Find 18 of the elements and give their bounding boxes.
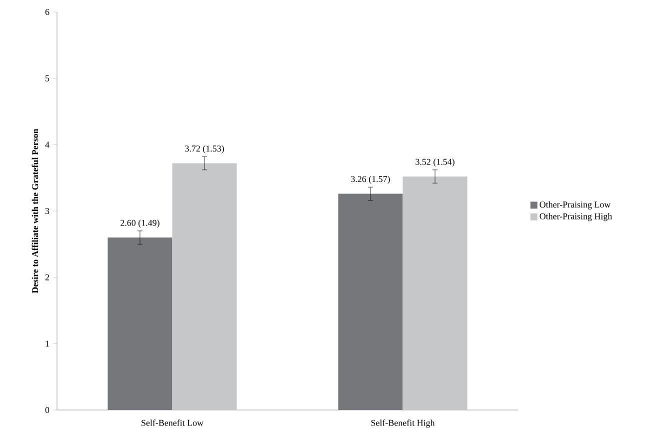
y-tick-label: 4: [45, 142, 50, 148]
data-label: 2.60 (1.49): [120, 220, 160, 228]
legend-label: Other-Praising High: [540, 212, 612, 222]
bar: [172, 163, 237, 410]
y-tick-label: 3: [45, 208, 50, 214]
y-axis-title: Desire to Affiliate with the Grateful Person: [32, 128, 38, 294]
data-label: 3.72 (1.53): [185, 145, 224, 154]
y-tick-label: 5: [46, 75, 50, 82]
x-tick-label: Self-Benefit Low: [142, 420, 204, 426]
y-tick-label: 2: [45, 274, 49, 280]
data-label: 3.26 (1.57): [351, 176, 390, 184]
y-tick-label: 1: [46, 340, 49, 347]
legend-label: Other-Praising Low: [540, 201, 611, 210]
bar: [402, 176, 468, 410]
x-tick-label: Self-Benefit High: [371, 420, 435, 428]
y-tick-label: 0: [45, 406, 50, 414]
data-label: 3.52 (1.54): [416, 158, 454, 167]
y-tick-label: 6: [45, 8, 50, 16]
